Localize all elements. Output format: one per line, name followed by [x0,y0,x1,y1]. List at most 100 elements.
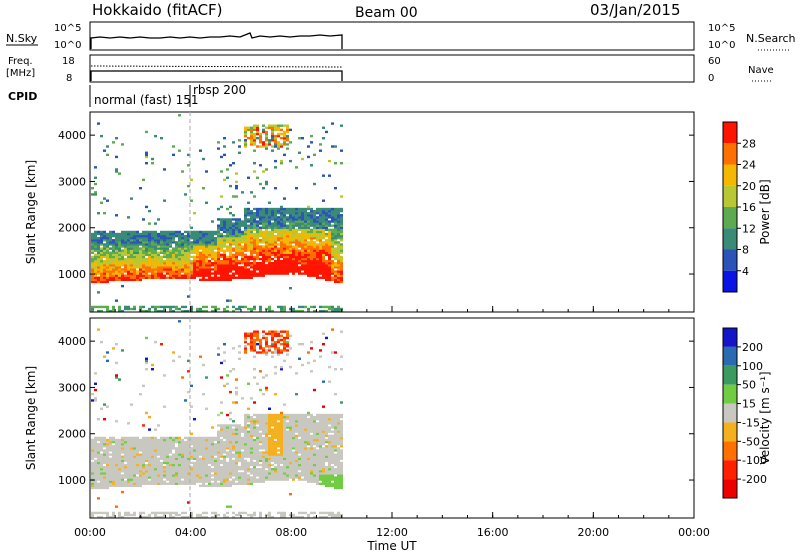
velocity-cell [145,453,148,456]
power-cell [253,232,256,236]
power-cell [223,307,226,311]
velocity-cell [229,474,232,477]
velocity-cell [160,468,163,471]
velocity-cell [310,468,313,471]
velocity-cell [283,461,286,465]
velocity-cell [292,426,295,429]
power-cell [127,251,130,254]
power-cell [307,270,310,273]
power-cell [247,214,250,217]
velocity-cell [298,422,301,425]
power-cell [256,207,259,211]
power-cell [307,155,310,159]
velocity-cell [262,426,265,429]
power-cell [310,230,313,234]
power-cell [202,245,205,248]
velocity-cell [139,511,142,515]
velocity-cell [313,453,316,456]
velocity-cell [286,336,289,340]
power-cell [250,245,253,248]
velocity-cell [157,447,160,450]
velocity-cell [220,465,223,469]
velocity-cell [253,465,256,469]
power-cell [319,224,322,227]
power-cell [265,234,268,238]
power-cell [220,243,223,246]
velocity-cell [250,349,253,352]
power-cell [181,276,184,279]
power-cell [166,239,169,242]
power-cell [133,270,136,273]
power-cell [310,228,313,232]
power-cell [91,280,94,284]
velocity-cell [202,451,205,454]
velocity-cell [100,447,103,450]
velocity-cell [94,436,97,440]
velocity-cell [220,432,223,435]
power-cell [166,272,169,275]
power-cell [298,262,301,265]
velocity-cell [160,480,163,483]
velocity-cell [190,443,193,446]
velocity-cell [244,413,247,417]
velocity-cell [217,347,220,350]
power-cell [229,243,232,246]
power-cell [187,270,190,273]
power-cell [250,247,253,250]
velocity-cell [94,486,97,490]
velocity-cell [124,480,127,483]
power-cell [262,124,265,127]
power-cell [205,268,208,271]
velocity-cell [259,438,262,442]
power-cell [142,268,145,271]
velocity-cell [259,418,262,421]
velocity-cell [283,453,286,456]
power-cell [109,243,112,246]
power-cell [199,274,202,277]
power-cell [94,268,97,271]
power-cell [97,241,100,244]
velocity-cell [223,459,226,463]
velocity-cell [244,336,247,340]
power-cell [292,249,295,252]
velocity-cell [301,436,304,440]
power-cell [100,257,103,261]
velocity-cell [202,453,205,456]
power-cell [202,253,205,257]
power-cell [106,253,109,257]
power-cell [334,247,337,250]
velocity-cell [94,470,97,473]
velocity-cell [94,453,97,456]
power-cell [340,274,343,277]
power-cell [220,205,223,209]
velocity-cell [139,453,142,456]
velocity-cell [130,459,133,463]
power-cell [307,272,310,275]
velocity-cell [109,449,112,452]
power-cell [277,268,280,271]
velocity-cell [283,336,286,340]
power-cell [184,262,187,265]
power-cell [286,147,289,150]
velocity-cell [139,443,142,446]
power-cell [313,237,316,240]
velocity-cell [121,349,124,352]
power-cell [172,230,175,234]
velocity-cell [127,436,130,440]
power-cell [322,228,325,232]
velocity-cell [289,468,292,471]
power-cell [247,262,250,265]
power-cell [127,230,130,234]
power-cell [91,232,94,236]
velocity-cell [316,438,319,442]
power-cell [211,264,214,267]
velocity-cell [217,445,220,448]
power-cell [238,245,241,248]
velocity-cell [151,474,154,477]
power-cell [301,264,304,267]
power-cell [337,276,340,279]
power-cell [292,228,295,232]
power-cell [199,247,202,250]
power-cell [163,232,166,236]
velocity-cell [313,455,316,458]
